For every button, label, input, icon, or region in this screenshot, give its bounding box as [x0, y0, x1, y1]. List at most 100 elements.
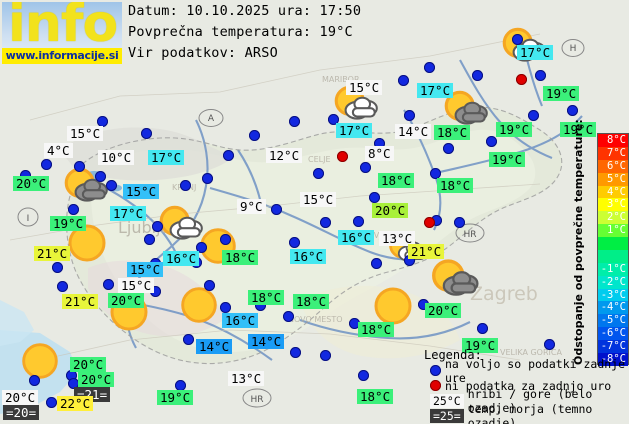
- legend-row: 25°C hribi / gore (belo ozadje): [424, 387, 629, 415]
- temperature-label: 19°C: [489, 152, 526, 167]
- station-dot[interactable]: [512, 34, 523, 45]
- station-dot[interactable]: [454, 217, 465, 228]
- station-dot[interactable]: [486, 136, 497, 147]
- legend-row-text: temp. morja (temno ozadje): [467, 401, 593, 424]
- station-dot[interactable]: [20, 170, 31, 181]
- station-dot[interactable]: [528, 110, 539, 121]
- station-dot[interactable]: [424, 62, 435, 73]
- temperature-label: 14°C: [196, 339, 233, 354]
- station-dot[interactable]: [29, 375, 40, 386]
- station-dot[interactable]: [535, 70, 546, 81]
- scale-step: 3°C: [598, 198, 628, 212]
- svg-text:H: H: [570, 44, 577, 54]
- station-dot[interactable]: [103, 279, 114, 290]
- station-dot[interactable]: [249, 130, 260, 141]
- station-dot[interactable]: [358, 370, 369, 381]
- station-dot[interactable]: [183, 334, 194, 345]
- station-dot[interactable]: [220, 234, 231, 245]
- station-dot[interactable]: [106, 180, 117, 191]
- station-dot[interactable]: [404, 255, 415, 266]
- station-dot[interactable]: [144, 234, 155, 245]
- station-dot[interactable]: [371, 258, 382, 269]
- temperature-label: 20°C: [372, 203, 409, 218]
- station-dot[interactable]: [353, 216, 364, 227]
- station-dot[interactable]: [68, 204, 79, 215]
- temperature-label: 19°C: [560, 122, 597, 137]
- station-dot[interactable]: [41, 159, 52, 170]
- station-dot[interactable]: [97, 116, 108, 127]
- station-dot[interactable]: [431, 215, 442, 226]
- station-dot[interactable]: [430, 168, 441, 179]
- scale-step: -1°C: [598, 262, 628, 276]
- station-dot[interactable]: [313, 168, 324, 179]
- temperature-label: 20°C: [425, 303, 462, 318]
- station-dot[interactable]: [289, 237, 300, 248]
- station-dot[interactable]: [283, 311, 294, 322]
- station-dot[interactable]: [220, 302, 231, 313]
- station-dot[interactable]: [255, 300, 266, 311]
- legend-red-dot-icon: [430, 380, 441, 391]
- station-dot[interactable]: [320, 217, 331, 228]
- legend-row: =25= temp. morja (temno ozadje): [424, 402, 629, 424]
- station-dot[interactable]: [68, 378, 79, 389]
- station-dot[interactable]: [46, 397, 57, 408]
- station-dot[interactable]: [369, 192, 380, 203]
- station-dot[interactable]: [180, 180, 191, 191]
- station-dot[interactable]: [360, 162, 371, 173]
- scale-step: 6°C: [598, 159, 628, 173]
- station-dot[interactable]: [349, 318, 360, 329]
- station-dot[interactable]: [223, 150, 234, 161]
- legend-row: na voljo so podatki zadnje ure: [424, 357, 629, 385]
- station-dot[interactable]: [196, 242, 207, 253]
- station-dot[interactable]: [204, 280, 215, 291]
- station-dot[interactable]: [472, 70, 483, 81]
- station-dot[interactable]: [74, 161, 85, 172]
- station-dot[interactable]: [544, 339, 555, 350]
- station-dot-nodata[interactable]: [337, 151, 348, 162]
- logo-url: www.informacije.si: [2, 48, 122, 64]
- station-dot[interactable]: [418, 299, 429, 310]
- svg-text:CELJE: CELJE: [308, 155, 331, 164]
- legend-rows: na voljo so podatki zadnje ure ni podatka…: [424, 357, 629, 424]
- mountain-temperature-label: 10°C: [98, 150, 135, 165]
- station-dot[interactable]: [289, 116, 300, 127]
- station-dot-nodata[interactable]: [424, 217, 435, 228]
- station-dot[interactable]: [95, 171, 106, 182]
- station-dot[interactable]: [443, 143, 454, 154]
- temperature-label: 20°C: [70, 357, 107, 372]
- station-dot[interactable]: [567, 105, 578, 116]
- station-dot[interactable]: [66, 370, 77, 381]
- station-dot[interactable]: [290, 347, 301, 358]
- station-dot[interactable]: [320, 350, 331, 361]
- temperature-label: 19°C: [496, 122, 533, 137]
- mountain-temperature-label: 20°C: [2, 390, 39, 405]
- station-dot[interactable]: [152, 221, 163, 232]
- station-dot[interactable]: [150, 286, 161, 297]
- temperature-label: 19°C: [157, 390, 194, 405]
- temperature-label: 14°C: [248, 334, 285, 349]
- station-dot[interactable]: [57, 281, 68, 292]
- station-dot[interactable]: [141, 128, 152, 139]
- temperature-label: 17°C: [110, 206, 147, 221]
- station-dot[interactable]: [398, 75, 409, 86]
- station-dot-nodata[interactable]: [516, 74, 527, 85]
- header-data-source: Vir podatkov: ARSO: [128, 45, 278, 61]
- site-logo[interactable]: info www.informacije.si: [2, 2, 122, 64]
- svg-text:MARIBOR: MARIBOR: [322, 75, 360, 84]
- sun-cloud-icon: [440, 83, 492, 135]
- station-dot[interactable]: [271, 204, 282, 215]
- station-dot[interactable]: [404, 110, 415, 121]
- svg-text:Zagreb: Zagreb: [470, 283, 538, 305]
- temperature-label: 18°C: [293, 294, 330, 309]
- station-dot[interactable]: [374, 138, 385, 149]
- station-dot[interactable]: [175, 380, 186, 391]
- station-dot[interactable]: [328, 114, 339, 125]
- station-dot[interactable]: [202, 173, 213, 184]
- station-dot[interactable]: [477, 323, 488, 334]
- station-dot[interactable]: [52, 262, 63, 273]
- scale-step: -7°C: [598, 340, 628, 353]
- legend-row-text: hribi / gore (belo ozadje): [467, 386, 593, 415]
- temperature-label: 19°C: [50, 216, 87, 231]
- scale-step: -4°C: [598, 301, 628, 315]
